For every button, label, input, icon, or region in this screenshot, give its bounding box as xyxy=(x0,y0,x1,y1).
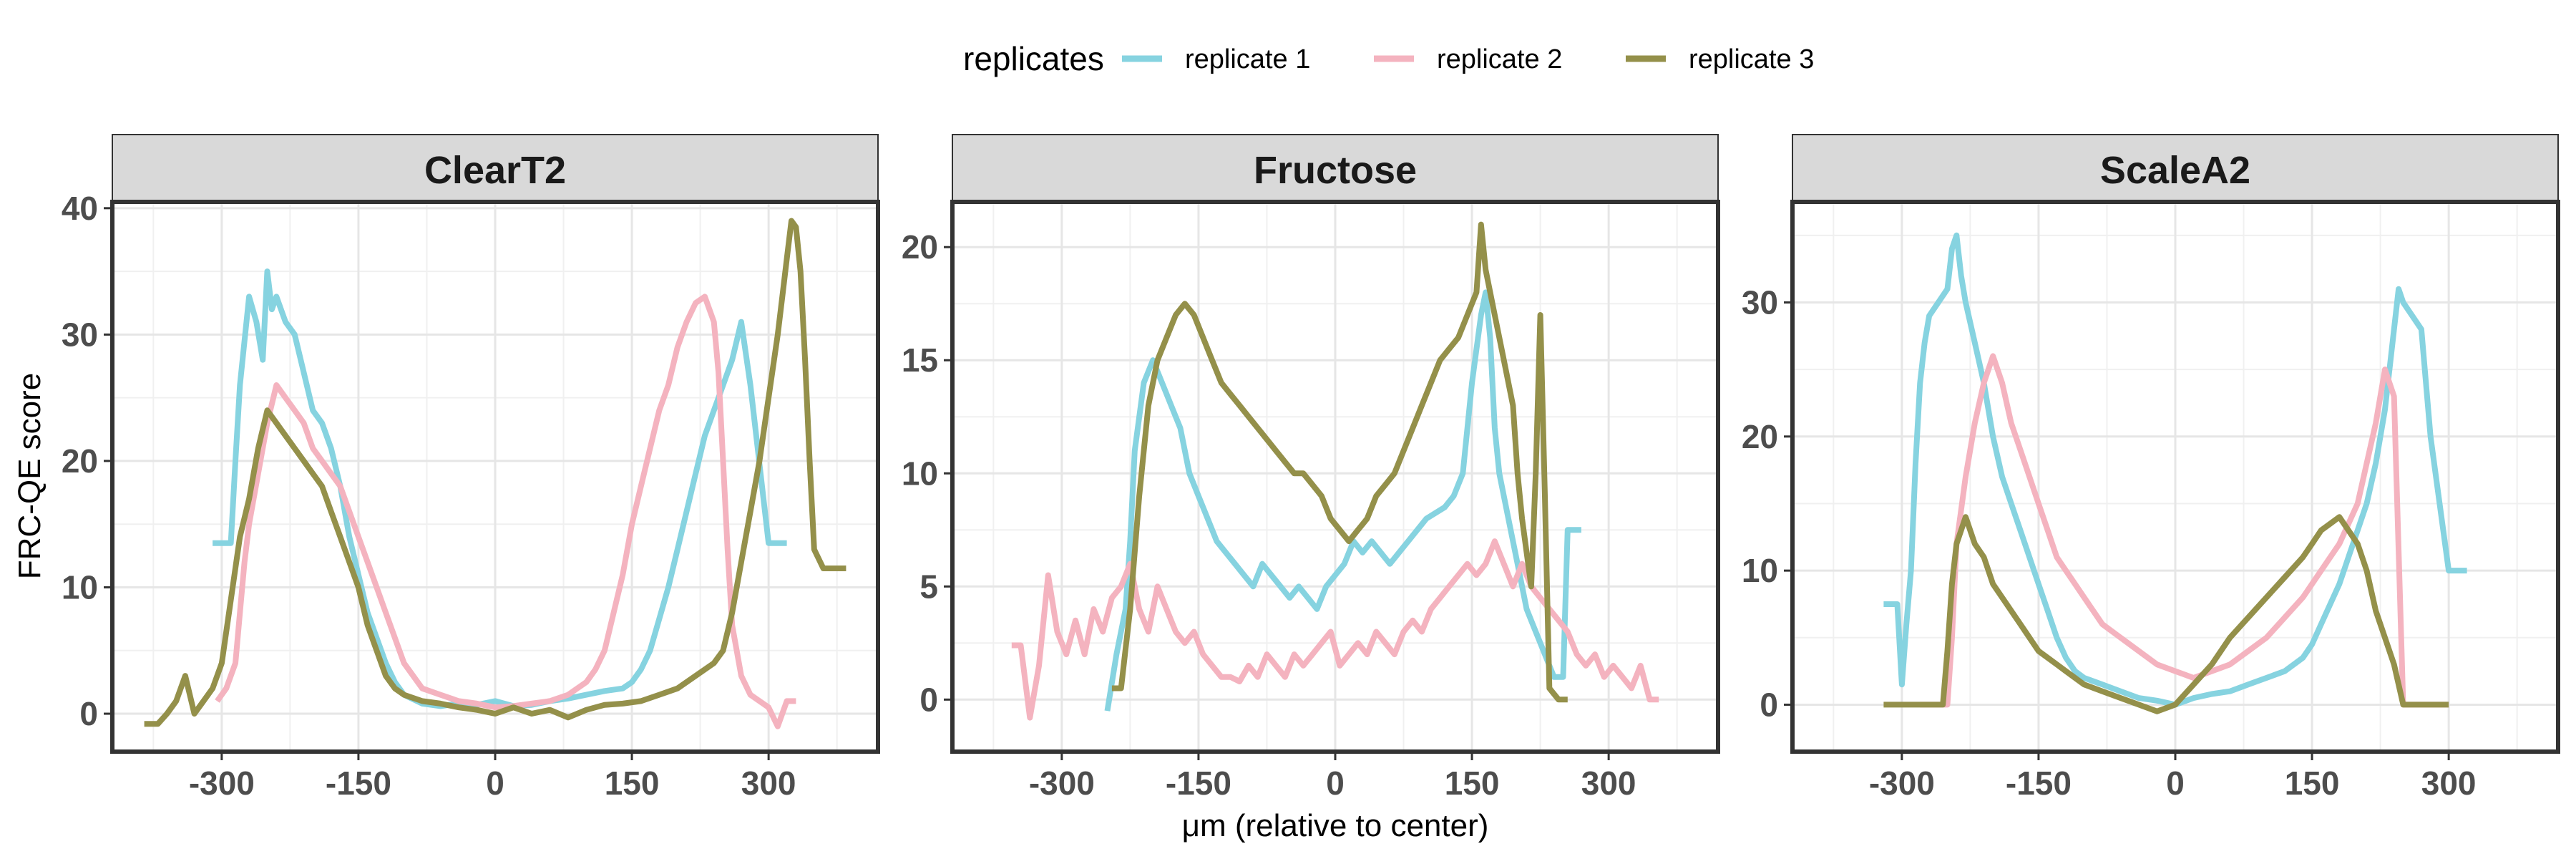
y-tick-label: 40 xyxy=(62,190,98,227)
x-tick-label: 300 xyxy=(1581,765,1636,802)
y-tick-label: 15 xyxy=(902,341,938,379)
legend-title: replicates xyxy=(963,40,1104,77)
panels: ClearT2-300 -150 0 150 300010203040Fructose-… xyxy=(62,134,2560,802)
legend-label-2: replicate 2 xyxy=(1437,44,1562,74)
panel-scalea2: ScaleA2 -300 -150 0 150 300 0 10 20 30 xyxy=(1742,134,2560,802)
series-line-replicate-3 xyxy=(1883,514,2449,714)
x-tick-label: -150 xyxy=(326,765,391,802)
y-tick-label: 30 xyxy=(62,316,98,353)
panel-cleart2: ClearT2 -300 -150 0 150 300 0 10 20 30 40 xyxy=(62,134,880,802)
legend-label-1: replicate 1 xyxy=(1185,44,1310,74)
legend: replicates replicate 1 replicate 2 replicat… xyxy=(963,40,1814,77)
x-tick-label: 150 xyxy=(2285,765,2340,802)
x-tick-label: 150 xyxy=(605,765,660,802)
y-tick-label: 0 xyxy=(919,681,938,718)
y-tick-label: 0 xyxy=(79,695,98,732)
x-tick-label: 0 xyxy=(1326,765,1345,802)
y-tick-label: 5 xyxy=(919,568,938,605)
strip-label: ScaleA2 xyxy=(2100,149,2250,192)
strip-label: ClearT2 xyxy=(424,149,566,192)
x-tick-label: 150 xyxy=(1445,765,1500,802)
y-tick-label: 10 xyxy=(902,455,938,492)
x-tick-label: 0 xyxy=(486,765,504,802)
x-tick-label: -300 xyxy=(1869,765,1935,802)
y-tick-label: 10 xyxy=(62,568,98,606)
y-tick-label: 20 xyxy=(1742,418,1778,455)
panel-fructose: Fructose -300 -150 0 150 300 0 5 10 15 20 xyxy=(902,134,1720,802)
y-tick-label: 0 xyxy=(1760,686,1778,723)
x-tick-label: 0 xyxy=(2166,765,2185,802)
series-line-replicate-1 xyxy=(1883,232,2467,708)
strip-label: Fructose xyxy=(1254,149,1417,192)
series-line-replicate-3 xyxy=(144,218,847,727)
x-axis-title: μm (relative to center) xyxy=(1182,808,1489,843)
x-tick-label: -300 xyxy=(189,765,255,802)
series-line-replicate-2 xyxy=(1011,538,1659,721)
series-line-replicate-3 xyxy=(1111,221,1568,703)
y-tick-label: 20 xyxy=(902,228,938,266)
y-tick-label: 20 xyxy=(62,442,98,480)
legend-label-3: replicate 3 xyxy=(1689,44,1814,74)
strip-background xyxy=(112,134,879,203)
series-line-replicate-2 xyxy=(1920,353,2449,708)
x-tick-label: -300 xyxy=(1029,765,1095,802)
y-tick-label: 30 xyxy=(1742,283,1778,321)
y-axis-title: FRC-QE score xyxy=(12,373,47,579)
series-line-replicate-2 xyxy=(215,293,796,729)
strip-background xyxy=(952,134,1719,203)
y-tick-label: 10 xyxy=(1742,552,1778,589)
x-tick-label: 300 xyxy=(741,765,796,802)
strip-background xyxy=(1792,134,2559,203)
x-tick-label: -150 xyxy=(1166,765,1231,802)
x-tick-label: 300 xyxy=(2421,765,2477,802)
series-line-replicate-1 xyxy=(1104,289,1581,712)
x-tick-label: -150 xyxy=(2006,765,2072,802)
